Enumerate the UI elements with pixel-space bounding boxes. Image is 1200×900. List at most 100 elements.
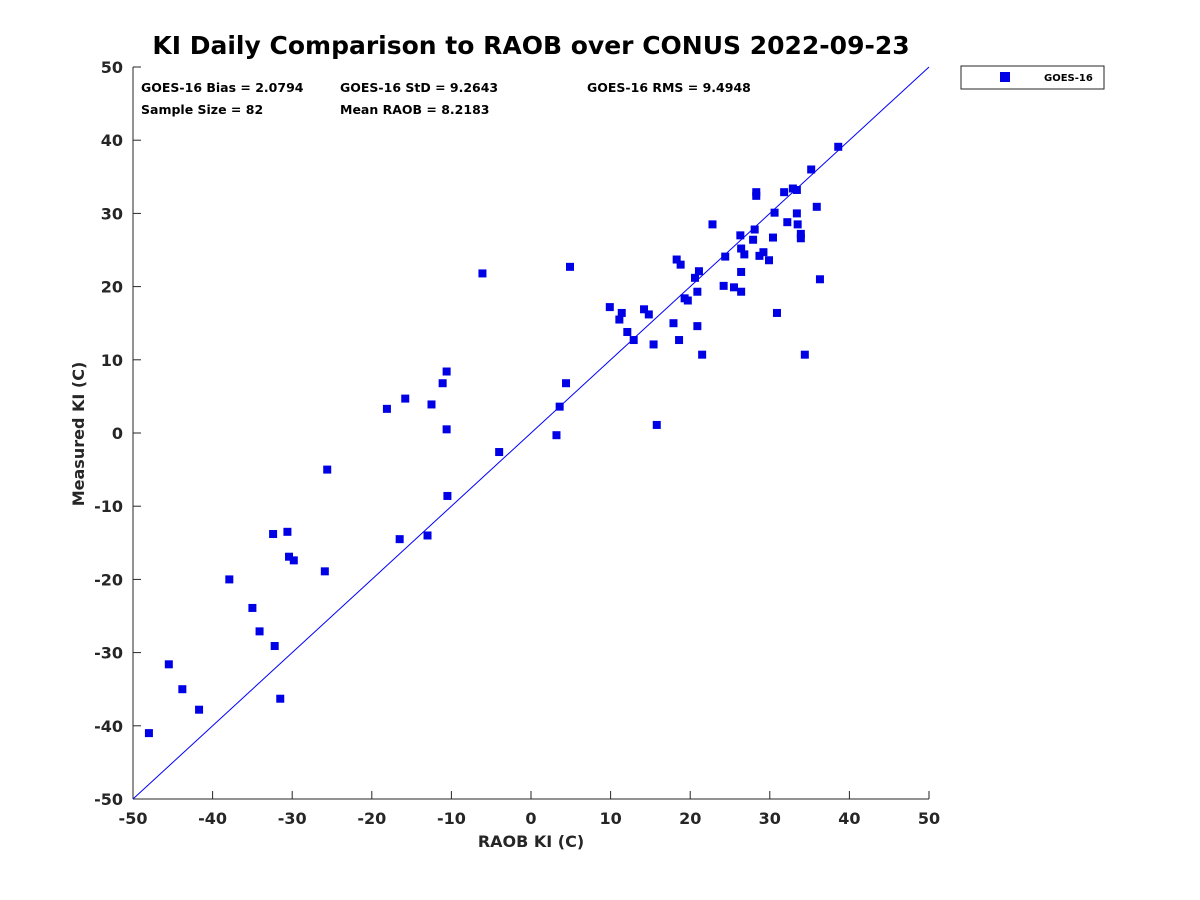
- stat-rms: GOES-16 RMS = 9.4948: [587, 80, 751, 95]
- data-point: [672, 255, 681, 264]
- data-point: [793, 220, 802, 229]
- data-point: [225, 575, 234, 584]
- y-tick-label: 20: [101, 278, 123, 297]
- data-point: [269, 530, 278, 539]
- x-tick-label: -30: [278, 809, 307, 828]
- data-point: [721, 252, 730, 261]
- reference-line-group: [132, 66, 930, 800]
- one-to-one-line: [132, 66, 930, 800]
- data-point: [729, 283, 738, 292]
- y-tick-label: -10: [94, 497, 123, 516]
- data-point: [683, 296, 692, 305]
- data-point: [289, 556, 298, 565]
- data-point: [401, 394, 410, 403]
- data-point: [629, 336, 638, 345]
- x-tick-label: 30: [759, 809, 781, 828]
- data-point: [395, 535, 404, 544]
- data-point: [698, 350, 707, 359]
- data-point: [783, 218, 792, 227]
- data-point: [693, 287, 702, 296]
- legend-marker-goes16: [1000, 72, 1010, 82]
- data-point: [427, 400, 436, 409]
- data-point: [796, 229, 805, 238]
- data-point: [800, 350, 809, 359]
- data-point: [669, 319, 678, 328]
- data-point: [796, 234, 805, 243]
- data-point: [283, 527, 292, 536]
- chart-title: KI Daily Comparison to RAOB over CONUS 2…: [152, 31, 909, 60]
- data-point: [792, 185, 801, 194]
- data-point: [443, 491, 452, 500]
- y-tick-label: -40: [94, 717, 123, 736]
- data-point: [676, 260, 685, 269]
- data-point: [320, 567, 329, 576]
- data-point: [382, 404, 391, 413]
- y-tick-label: 40: [101, 131, 123, 150]
- legend-box: [960, 65, 1105, 90]
- y-axis-label: Measured KI (C): [69, 362, 88, 507]
- x-tick-label: 50: [918, 809, 940, 828]
- x-tick-label: -10: [437, 809, 466, 828]
- data-point: [552, 431, 561, 440]
- data-point: [276, 694, 285, 703]
- data-point: [255, 627, 264, 636]
- data-point: [737, 244, 746, 253]
- data-point: [694, 267, 703, 276]
- data-point: [623, 327, 632, 336]
- data-point: [442, 367, 451, 376]
- stat-bias: GOES-16 Bias = 2.0794: [141, 80, 304, 95]
- data-point: [617, 308, 626, 317]
- x-tick-label: -50: [119, 809, 148, 828]
- data-points: [144, 142, 843, 738]
- data-point: [442, 425, 451, 434]
- data-point: [708, 220, 717, 229]
- data-point: [768, 233, 777, 242]
- y-tick-label: 0: [112, 424, 123, 443]
- data-point: [749, 235, 758, 244]
- x-axis-label: RAOB KI (C): [478, 832, 584, 851]
- data-point: [649, 340, 658, 349]
- data-point: [323, 465, 332, 474]
- legend-label-goes16: GOES-16: [1044, 73, 1093, 84]
- stat-mean-raob: Mean RAOB = 8.2183: [340, 102, 489, 117]
- y-tick-label: -20: [94, 570, 123, 589]
- data-point: [195, 705, 204, 714]
- data-point: [736, 231, 745, 240]
- data-point: [566, 262, 575, 271]
- y-tick-label: 10: [101, 351, 123, 370]
- x-tick-label: -40: [198, 809, 227, 828]
- data-point: [812, 202, 821, 211]
- data-point: [478, 269, 487, 278]
- data-point: [792, 209, 801, 218]
- data-point: [640, 305, 649, 314]
- data-point: [248, 603, 257, 612]
- x-tick-label: 0: [525, 809, 536, 828]
- stat-sample-size: Sample Size = 82: [141, 102, 263, 117]
- data-point: [178, 685, 187, 694]
- data-point: [759, 248, 768, 257]
- data-point: [615, 315, 624, 324]
- data-point: [423, 531, 432, 540]
- data-point: [644, 310, 653, 319]
- data-point: [562, 379, 571, 388]
- data-point: [495, 448, 504, 457]
- legend: GOES-16: [960, 65, 1105, 90]
- y-axis: -50 -40 -30 -20 -10 0 10 20 30 40 50: [94, 58, 141, 809]
- stat-std: GOES-16 StD = 9.2643: [340, 80, 498, 95]
- data-point: [765, 256, 774, 265]
- y-tick-label: 50: [101, 58, 123, 77]
- data-point: [555, 402, 564, 411]
- y-tick-label: -30: [94, 644, 123, 663]
- data-point: [690, 273, 699, 282]
- data-point: [737, 267, 746, 276]
- data-point: [815, 275, 824, 284]
- x-tick-label: 20: [679, 809, 701, 828]
- data-point: [772, 308, 781, 317]
- data-point: [752, 191, 761, 200]
- data-point: [144, 729, 153, 738]
- data-point: [750, 225, 759, 234]
- data-point: [770, 208, 779, 217]
- data-point: [675, 336, 684, 345]
- x-tick-label: 40: [838, 809, 860, 828]
